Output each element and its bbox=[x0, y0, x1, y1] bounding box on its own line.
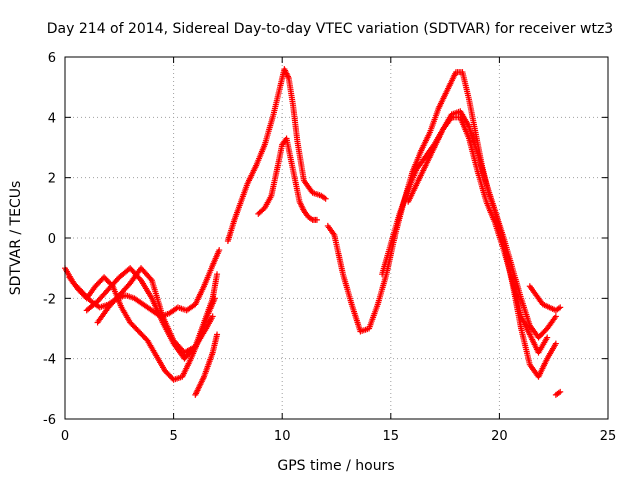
y-tick-label: -4 bbox=[43, 353, 56, 368]
y-tick-label: 2 bbox=[48, 172, 56, 187]
axis-ticks: 0 5 10 15 20 25 -6 -4 -2 0 2 4 6 bbox=[43, 51, 616, 444]
y-axis-label: SDTVAR / TECUs bbox=[8, 181, 24, 296]
x-tick-label: 20 bbox=[491, 429, 508, 444]
y-tick-label: -2 bbox=[43, 292, 56, 307]
data-point bbox=[313, 216, 320, 223]
data-points bbox=[62, 66, 564, 398]
data-point bbox=[147, 275, 154, 282]
chart-title: Day 214 of 2014, Sidereal Day-to-day VTE… bbox=[47, 21, 613, 37]
data-point bbox=[557, 388, 564, 395]
data-point bbox=[552, 340, 559, 347]
y-tick-label: 4 bbox=[48, 111, 56, 126]
data-point bbox=[214, 271, 221, 278]
x-tick-label: 0 bbox=[61, 429, 69, 444]
plot-frame bbox=[64, 56, 609, 420]
data-point bbox=[544, 334, 551, 341]
data-point bbox=[322, 195, 329, 202]
data-point bbox=[209, 313, 216, 320]
x-axis-label: GPS time / hours bbox=[277, 458, 394, 474]
data-point bbox=[216, 247, 223, 254]
x-tick-label: 15 bbox=[383, 429, 400, 444]
data-point bbox=[557, 304, 564, 311]
data-point bbox=[552, 313, 559, 320]
x-tick-label: 10 bbox=[274, 429, 291, 444]
y-tick-label: -6 bbox=[43, 413, 56, 428]
y-tick-label: 6 bbox=[48, 51, 56, 66]
x-tick-label: 5 bbox=[169, 429, 177, 444]
y-tick-label: 0 bbox=[48, 232, 56, 247]
grid bbox=[65, 57, 608, 419]
x-tick-label: 25 bbox=[600, 429, 617, 444]
data-point bbox=[214, 331, 221, 338]
